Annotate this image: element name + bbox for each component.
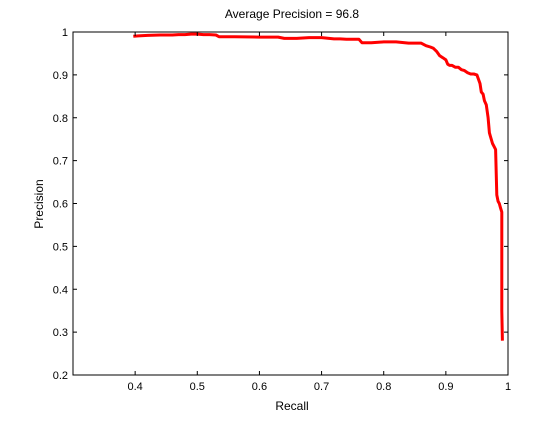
chart-title: Average Precision = 96.8 (225, 7, 360, 21)
y-tick-label: 0.9 (53, 70, 68, 82)
x-tick-label: 0.9 (438, 381, 453, 393)
plot-area (73, 32, 508, 375)
x-tick-label: 0.6 (252, 381, 267, 393)
y-tick-label: 1 (62, 27, 68, 39)
axes-layer: 0.4 0.5 0.6 0.7 0.8 0.9 1 0.2 0.3 0.4 0.5 0.6 0.7 0.8… (53, 27, 511, 393)
y-tick-label: 0.2 (53, 370, 68, 382)
series-line-1 (133, 32, 504, 341)
y-axis-label: Precision (32, 179, 46, 228)
series-layer (133, 32, 504, 341)
y-tick-label: 0.8 (53, 113, 68, 125)
y-tick-label: 0.3 (53, 327, 68, 339)
y-tick-label: 0.6 (53, 199, 68, 211)
y-tick-label: 0.4 (53, 284, 68, 296)
x-tick-label: 0.4 (127, 381, 142, 393)
x-tick-label: 0.8 (376, 381, 391, 393)
x-axis-label: Recall (275, 399, 308, 413)
x-tick-label: 0.7 (314, 381, 329, 393)
x-tick-label: 1 (505, 381, 511, 393)
y-tick-label: 0.5 (53, 241, 68, 253)
x-tick-label: 0.5 (190, 381, 205, 393)
plot-background (73, 32, 508, 375)
y-tick-label: 0.7 (53, 156, 68, 168)
